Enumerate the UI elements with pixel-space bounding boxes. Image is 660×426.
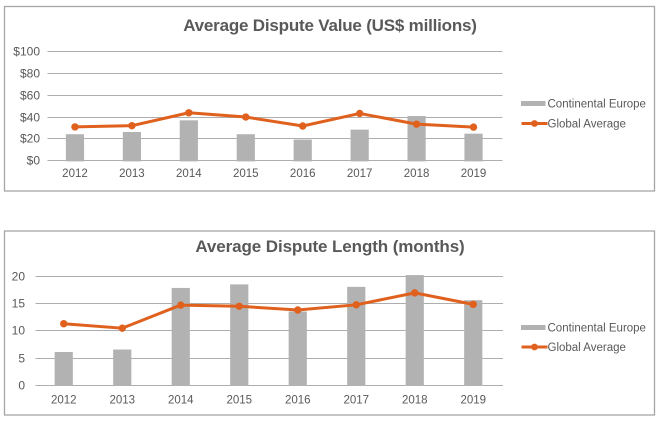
svg-text:10: 10 — [12, 324, 26, 338]
svg-text:2014: 2014 — [168, 395, 194, 407]
svg-text:2015: 2015 — [226, 395, 252, 407]
svg-text:0: 0 — [18, 379, 25, 393]
svg-text:$100: $100 — [13, 45, 40, 59]
svg-text:2013: 2013 — [109, 395, 135, 407]
svg-text:2018: 2018 — [402, 395, 428, 407]
svg-text:Average Dispute Length (months: Average Dispute Length (months) — [195, 237, 464, 256]
svg-text:Global Average: Global Average — [548, 342, 626, 354]
svg-text:5: 5 — [18, 352, 25, 366]
svg-text:2012: 2012 — [62, 168, 88, 180]
svg-text:2016: 2016 — [285, 395, 311, 407]
svg-text:2017: 2017 — [343, 395, 369, 407]
svg-text:$60: $60 — [20, 89, 40, 103]
svg-text:2019: 2019 — [461, 168, 487, 180]
svg-text:15: 15 — [12, 297, 26, 311]
svg-text:2012: 2012 — [51, 395, 77, 407]
svg-text:$80: $80 — [20, 67, 40, 81]
svg-text:Average Dispute Value (US$ mil: Average Dispute Value (US$ millions) — [183, 16, 477, 35]
svg-text:2016: 2016 — [290, 168, 316, 180]
svg-text:2018: 2018 — [404, 168, 430, 180]
svg-text:2017: 2017 — [347, 168, 373, 180]
svg-text:2015: 2015 — [233, 168, 259, 180]
svg-text:Continental Europe: Continental Europe — [548, 99, 646, 111]
svg-text:Continental Europe: Continental Europe — [548, 323, 646, 335]
svg-text:2013: 2013 — [119, 168, 145, 180]
svg-text:$40: $40 — [20, 111, 40, 125]
svg-text:2019: 2019 — [460, 395, 486, 407]
svg-text:20: 20 — [12, 270, 26, 284]
svg-text:$0: $0 — [27, 154, 41, 168]
svg-text:$20: $20 — [20, 132, 40, 146]
svg-text:Global Average: Global Average — [548, 119, 626, 131]
svg-text:2014: 2014 — [176, 168, 202, 180]
